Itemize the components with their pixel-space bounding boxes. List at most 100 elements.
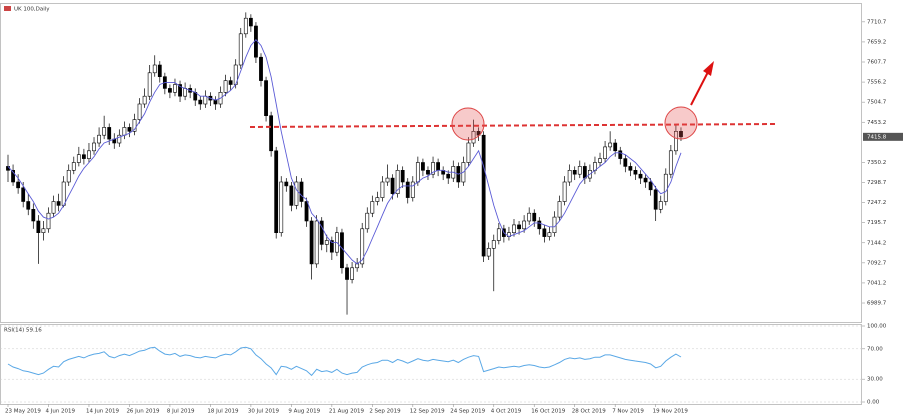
candle-body [198, 99, 203, 105]
candle-body [82, 154, 86, 159]
candle-body [66, 169, 71, 183]
y-tick-label: 7247.2 [867, 200, 886, 206]
candle-body [653, 189, 658, 210]
rsi-title: RSI(14) 59.16 [4, 328, 42, 334]
candle-body [41, 228, 46, 233]
candle-body [628, 166, 633, 171]
candle-body [522, 220, 527, 230]
candle-body [264, 80, 268, 117]
candle-body [203, 95, 208, 105]
candle-body [415, 162, 420, 183]
y-tick-label: 70.00 [867, 346, 883, 352]
candle-body [259, 56, 263, 81]
x-tick-label: 26 Jun 2019 [126, 409, 160, 415]
candle-body [542, 228, 547, 237]
x-tick-label: 14 Jun 2019 [86, 409, 120, 415]
x-tick-label: 24 Sep 2019 [450, 409, 485, 415]
candle-body [658, 201, 663, 210]
x-tick-label: 2 Sep 2019 [369, 409, 401, 415]
candle-body [183, 88, 188, 97]
y-tick-label: 7659.2 [867, 39, 886, 45]
candle-body [582, 166, 587, 179]
candle-body [400, 169, 405, 183]
x-tick-label: 7 Nov 2019 [612, 409, 644, 415]
main-panel [0, 3, 862, 323]
candle-body [476, 131, 481, 136]
candle-body [603, 146, 607, 159]
candle-body [466, 142, 471, 163]
arrow-head [703, 61, 714, 76]
candle-body [294, 181, 299, 206]
candle-body [350, 267, 354, 280]
candle-body [248, 17, 253, 27]
candle-body [608, 142, 613, 148]
y-tick-label: 7298.7 [867, 180, 887, 186]
candle-body [486, 247, 491, 257]
candle-body [274, 150, 279, 233]
candle-body [638, 173, 643, 179]
highlight-circle [451, 107, 485, 141]
candle-body [46, 212, 51, 230]
candle-body [340, 232, 344, 269]
rsi-panel [0, 324, 862, 405]
candle-body [279, 181, 284, 233]
candle-body [618, 150, 623, 159]
candle-body [410, 181, 415, 198]
candle-body [21, 187, 26, 202]
candle-body [92, 142, 96, 152]
candle-body [491, 240, 496, 249]
candle-body [284, 181, 289, 187]
candle-body [537, 220, 542, 230]
candle-body [633, 169, 638, 175]
candle-body [76, 154, 81, 163]
candle-body [304, 201, 309, 222]
x-tick-label: 21 Aug 2019 [329, 409, 365, 415]
x-tick-label: 8 Jul 2019 [167, 409, 195, 415]
y-tick-label: 7144.2 [867, 240, 886, 246]
candle-body [26, 201, 31, 210]
candle-body [36, 220, 41, 233]
candle-body [613, 142, 618, 152]
rsi-line [7, 346, 682, 377]
candle-body [142, 95, 147, 105]
candle-body [157, 64, 162, 78]
candle-body [87, 150, 91, 159]
candle-body [370, 201, 375, 214]
y-tick-label: 7195.7 [867, 220, 887, 226]
x-tick-label: 16 Oct 2019 [531, 409, 566, 415]
candle-body [532, 212, 537, 222]
candle-body [496, 228, 501, 241]
candle-body [512, 224, 516, 233]
y-tick-label: 7092.7 [867, 260, 887, 266]
candle-body [319, 220, 324, 245]
candle-body [557, 201, 562, 218]
moving-average [7, 39, 682, 265]
x-tick-label: 12 Sep 2019 [410, 409, 445, 415]
candle-body [446, 173, 451, 179]
candle-body [517, 224, 521, 230]
y-tick-label: 7710.7 [867, 19, 887, 25]
candle-body [577, 166, 582, 175]
y-tick-label: 7350.2 [867, 160, 886, 166]
candle-body [668, 150, 673, 175]
y-tick-label: 30.00 [867, 377, 883, 383]
candle-body [16, 181, 21, 189]
candle-body [122, 127, 127, 136]
candle-body [147, 72, 152, 97]
candle-body [31, 208, 36, 222]
candle-body [375, 197, 380, 202]
candle-body [431, 162, 435, 175]
candle-body [61, 181, 66, 206]
candle-body [436, 162, 441, 171]
y-tick-label: 0.00 [867, 400, 880, 406]
candle-body [643, 177, 648, 183]
candle-body [481, 134, 486, 257]
x-tick-label: 9 Aug 2019 [288, 409, 320, 415]
candle-body [426, 169, 430, 175]
candle-body [152, 64, 157, 74]
candle-body [421, 162, 425, 171]
candle-body [243, 17, 248, 35]
x-tick-label: 28 Oct 2019 [572, 409, 607, 415]
marks: 7710.7 7659.2 7607.7 7556.2 7504.7 7453.2 7350… [0, 12, 903, 415]
